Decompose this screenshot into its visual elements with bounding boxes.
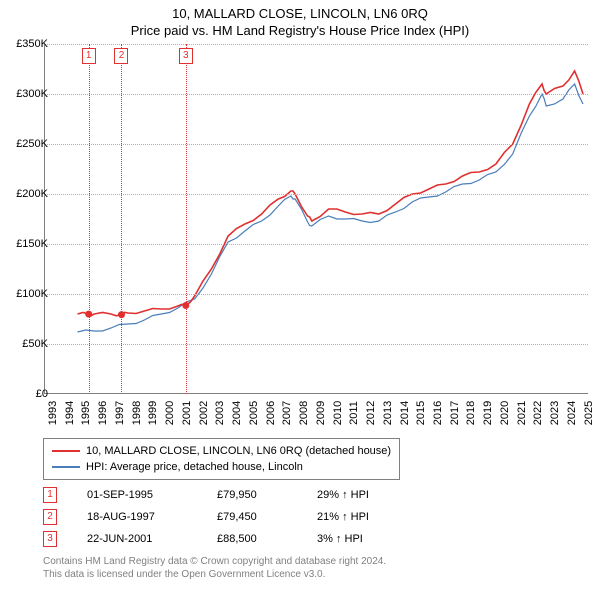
event-price: £79,450 xyxy=(217,511,317,523)
event-index: 1 xyxy=(43,487,57,503)
legend-item: 10, MALLARD CLOSE, LINCOLN, LN6 0RQ (det… xyxy=(52,443,391,459)
gridline xyxy=(44,294,588,295)
x-axis-tick: 2022 xyxy=(532,398,544,428)
x-axis-tick: 2000 xyxy=(164,398,176,428)
x-axis-tick: 2016 xyxy=(432,398,444,428)
gridline xyxy=(44,244,588,245)
x-axis-tick: 2020 xyxy=(499,398,511,428)
x-axis-tick: 2014 xyxy=(399,398,411,428)
x-axis-tick: 1998 xyxy=(131,398,143,428)
x-axis-tick: 2015 xyxy=(415,398,427,428)
footer-attribution: Contains HM Land Registry data © Crown c… xyxy=(43,555,386,581)
chart-title: 10, MALLARD CLOSE, LINCOLN, LN6 0RQ xyxy=(0,0,600,21)
event-index: 3 xyxy=(43,531,57,547)
x-axis-tick: 2006 xyxy=(265,398,277,428)
x-axis-tick: 2017 xyxy=(449,398,461,428)
x-axis-tick: 1995 xyxy=(80,398,92,428)
legend: 10, MALLARD CLOSE, LINCOLN, LN6 0RQ (det… xyxy=(43,438,400,480)
legend-swatch xyxy=(52,450,80,452)
x-axis-tick: 1994 xyxy=(64,398,76,428)
event-row: 1 01-SEP-1995£79,95029% ↑ HPI xyxy=(43,484,407,506)
x-axis-tick: 2018 xyxy=(465,398,477,428)
x-axis-tick: 2019 xyxy=(482,398,494,428)
event-date: 18-AUG-1997 xyxy=(87,511,217,523)
event-row: 2 18-AUG-1997£79,45021% ↑ HPI xyxy=(43,506,407,528)
y-axis-tick: £300K xyxy=(8,88,48,100)
y-axis-tick: £50K xyxy=(8,338,48,350)
event-row: 3 22-JUN-2001£88,5003% ↑ HPI xyxy=(43,528,407,550)
x-axis-tick: 2025 xyxy=(583,398,595,428)
x-axis-tick: 2012 xyxy=(365,398,377,428)
event-price: £88,500 xyxy=(217,533,317,545)
legend-item: HPI: Average price, detached house, Linc… xyxy=(52,459,391,475)
event-date: 22-JUN-2001 xyxy=(87,533,217,545)
legend-label: HPI: Average price, detached house, Linc… xyxy=(86,461,303,473)
y-axis-tick: £150K xyxy=(8,238,48,250)
x-axis-tick: 1996 xyxy=(97,398,109,428)
events-table: 1 01-SEP-1995£79,95029% ↑ HPI 2 18-AUG-1997… xyxy=(43,484,407,550)
event-date: 01-SEP-1995 xyxy=(87,489,217,501)
x-axis-tick: 2002 xyxy=(198,398,210,428)
event-line xyxy=(89,44,90,394)
x-axis-tick: 2008 xyxy=(298,398,310,428)
x-axis-tick: 2011 xyxy=(348,398,360,428)
event-price: £79,950 xyxy=(217,489,317,501)
event-delta: 29% ↑ HPI xyxy=(317,489,407,501)
x-axis-tick: 2004 xyxy=(231,398,243,428)
x-axis-tick: 2021 xyxy=(516,398,528,428)
event-marker-label: 1 xyxy=(82,48,96,64)
legend-swatch xyxy=(52,466,80,468)
x-axis-tick: 2024 xyxy=(566,398,578,428)
chart-subtitle: Price paid vs. HM Land Registry's House … xyxy=(0,21,600,42)
x-axis-tick: 2009 xyxy=(315,398,327,428)
chart-container: 10, MALLARD CLOSE, LINCOLN, LN6 0RQ Pric… xyxy=(0,0,600,590)
chart-svg xyxy=(44,44,588,394)
y-axis-tick: £100K xyxy=(8,288,48,300)
x-axis-tick: 1999 xyxy=(147,398,159,428)
plot-area: 1 2 3 xyxy=(44,44,588,394)
x-axis-tick: 2010 xyxy=(332,398,344,428)
gridline xyxy=(44,194,588,195)
y-axis-tick: £200K xyxy=(8,188,48,200)
gridline xyxy=(44,344,588,345)
x-axis-tick: 2007 xyxy=(281,398,293,428)
x-axis-tick: 2003 xyxy=(214,398,226,428)
footer-line2: This data is licensed under the Open Gov… xyxy=(43,568,386,581)
event-line xyxy=(121,44,122,394)
x-axis-tick: 1993 xyxy=(47,398,59,428)
event-marker-label: 3 xyxy=(179,48,193,64)
event-marker-label: 2 xyxy=(114,48,128,64)
x-axis-tick: 1997 xyxy=(114,398,126,428)
x-axis-tick: 2001 xyxy=(181,398,193,428)
gridline xyxy=(44,44,588,45)
event-delta: 3% ↑ HPI xyxy=(317,533,407,545)
gridline xyxy=(44,144,588,145)
legend-label: 10, MALLARD CLOSE, LINCOLN, LN6 0RQ (det… xyxy=(86,445,391,457)
x-axis-tick: 2013 xyxy=(382,398,394,428)
y-axis-tick: £0 xyxy=(8,388,48,400)
x-axis-tick: 2005 xyxy=(248,398,260,428)
event-line xyxy=(186,44,187,394)
x-axis-tick: 2023 xyxy=(549,398,561,428)
event-index: 2 xyxy=(43,509,57,525)
y-axis-tick: £250K xyxy=(8,138,48,150)
gridline xyxy=(44,94,588,95)
event-delta: 21% ↑ HPI xyxy=(317,511,407,523)
footer-line1: Contains HM Land Registry data © Crown c… xyxy=(43,555,386,568)
y-axis-tick: £350K xyxy=(8,38,48,50)
